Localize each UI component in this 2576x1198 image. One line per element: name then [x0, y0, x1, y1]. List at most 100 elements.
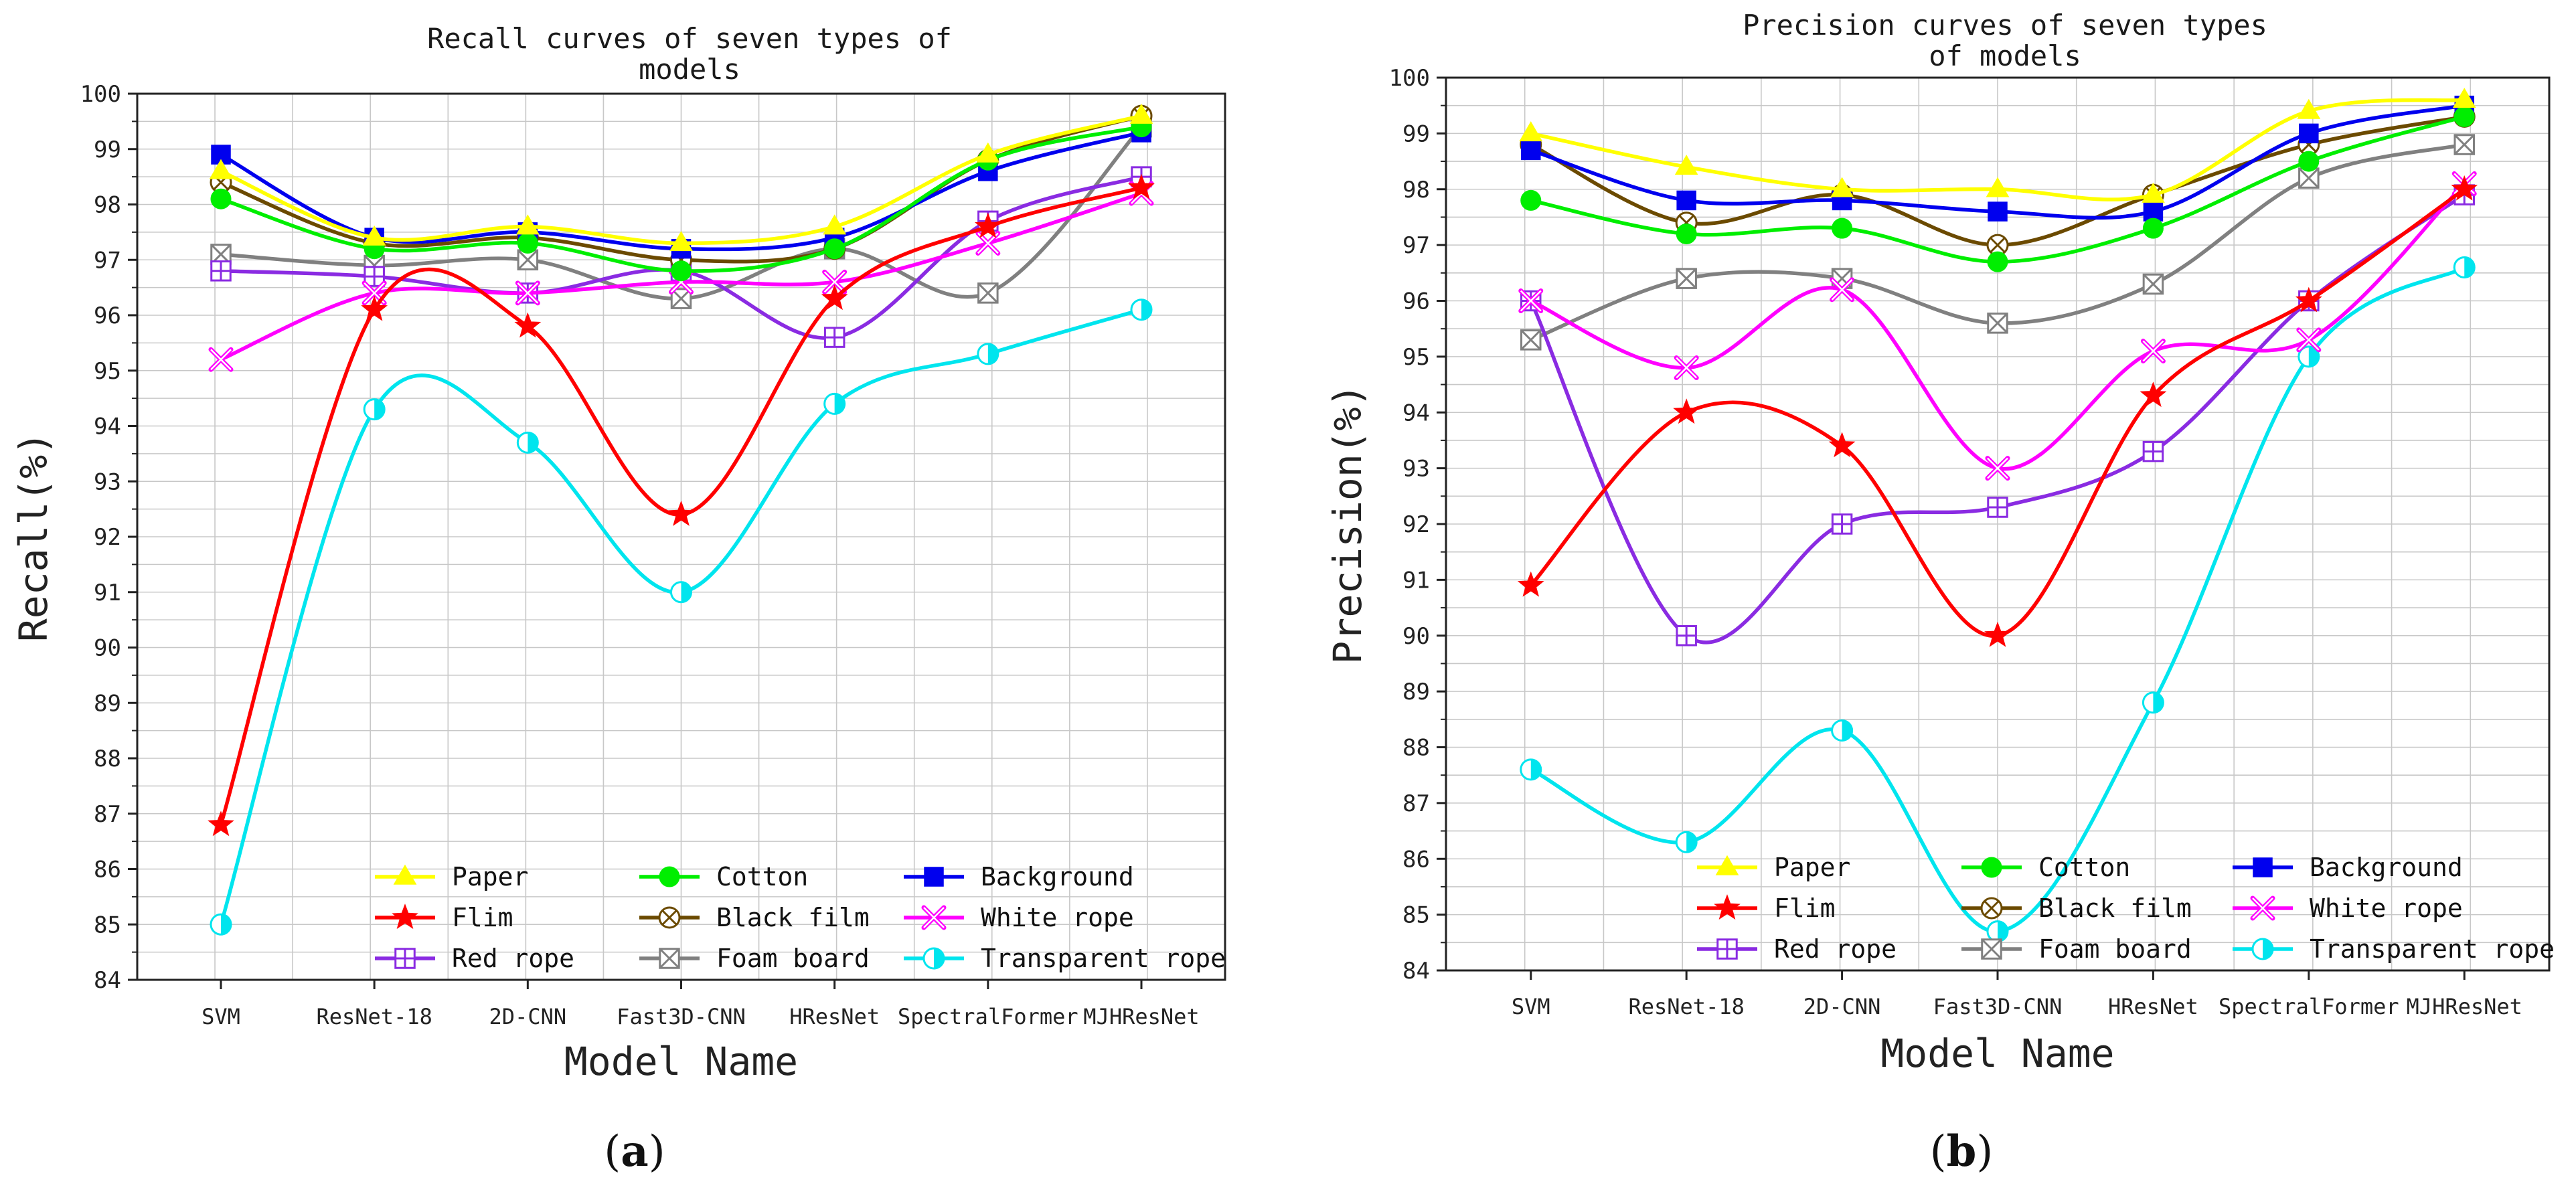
series-paper	[1519, 88, 2476, 203]
series-white-rope	[1518, 171, 2477, 481]
legend-item-foam-board: Foam board	[639, 944, 870, 973]
x-tick-label-hresnet: HResNet	[789, 1004, 880, 1029]
legend-item-paper: Paper	[1697, 853, 1850, 882]
y-tick-label: 85	[1402, 902, 1430, 929]
data-point-cotton-svm	[210, 188, 232, 209]
series-transparent-rope	[1520, 256, 2476, 943]
data-point-paper-svm	[1519, 121, 1543, 142]
legend-marker	[659, 866, 680, 887]
legend-label: Cotton	[716, 862, 808, 891]
y-tick-label: 92	[1402, 511, 1430, 538]
legend-label: Paper	[1774, 853, 1850, 882]
legend-item-flim: Flim	[375, 903, 513, 932]
grid	[137, 94, 1225, 980]
y-tick-label: 100	[80, 81, 121, 108]
y-tick-label: 90	[94, 635, 121, 662]
data-point-transparent-rope-spectralformer	[2298, 345, 2320, 368]
y-tick-label: 89	[1402, 679, 1430, 705]
y-tick-label: 97	[94, 247, 121, 274]
y-tick-label: 99	[1402, 120, 1430, 147]
data-point-paper-svm	[209, 159, 233, 179]
legend-marker	[2253, 857, 2273, 877]
data-point-cotton-hresnet	[824, 238, 846, 260]
series-flim	[1517, 175, 2478, 647]
legend-label: Transparent rope	[981, 944, 1226, 973]
legend-item-red-rope: Red rope	[375, 944, 574, 973]
legend-label: Paper	[452, 862, 528, 891]
y-tick-label: 91	[1402, 567, 1430, 594]
y-tick-label: 99	[94, 137, 121, 163]
data-point-cotton-fast3d-cnn	[671, 260, 692, 282]
data-point-transparent-rope-svm	[210, 913, 232, 936]
legend-marker	[1981, 938, 2002, 960]
data-point-red-rope-resnet-18	[1676, 625, 1697, 647]
data-point-cotton-2d-cnn	[1832, 218, 1853, 239]
x-tick-label-resnet-18: ResNet-18	[1628, 994, 1744, 1019]
data-point-paper-resnet-18	[362, 225, 386, 246]
data-point-transparent-rope-fast3d-cnn	[670, 581, 692, 604]
x-tick-label-spectralformer: SpectralFormer	[898, 1004, 1078, 1029]
y-tick-label: 84	[1402, 958, 1430, 985]
data-point-red-rope-svm	[210, 260, 232, 282]
legend-marker	[1714, 894, 1741, 920]
y-tick-label: 89	[94, 690, 121, 717]
series-white-rope	[208, 181, 1154, 372]
y-tick-label: 94	[1402, 400, 1430, 426]
legend-item-background: Background	[904, 862, 1134, 891]
data-point-flim-fast3d-cnn	[667, 500, 695, 526]
y-tick-label: 94	[94, 414, 121, 440]
y-tick-label: 96	[1402, 288, 1430, 315]
data-point-paper-hresnet	[2142, 182, 2165, 203]
legend-label: White rope	[2310, 893, 2463, 923]
legend-item-flim: Flim	[1697, 893, 1836, 923]
legend-item-cotton: Cotton	[639, 862, 808, 891]
y-tick-label: 84	[94, 967, 121, 994]
data-point-transparent-rope-fast3d-cnn	[1986, 920, 2009, 943]
data-point-flim-hresnet	[2140, 381, 2167, 408]
data-point-foam-board-mjhresnet	[2453, 134, 2475, 155]
data-point-background-svm	[1521, 140, 1541, 161]
panel-label-a: (a)	[604, 1126, 665, 1177]
legend-item-transparent-rope: Transparent rope	[2233, 934, 2555, 964]
series-group	[208, 103, 1155, 936]
data-point-cotton-fast3d-cnn	[1987, 251, 2008, 272]
y-tick-label: 86	[1402, 846, 1430, 873]
x-tick-label-resnet-18: ResNet-18	[316, 1004, 432, 1029]
series-cotton	[1520, 106, 2475, 272]
data-point-white-rope-svm	[1518, 288, 1544, 313]
y-tick-label: 95	[1402, 344, 1430, 371]
y-tick-label: 87	[1402, 790, 1430, 817]
data-point-flim-svm	[208, 810, 234, 837]
series-transparent-rope	[210, 298, 1153, 936]
legend-marker	[1716, 938, 1738, 960]
data-point-flim-spectralformer	[2295, 286, 2322, 313]
x-tick-label-fast3d-cnn: Fast3D-CNN	[1933, 994, 2063, 1019]
legend-marker	[921, 905, 947, 930]
y-tick-label: 98	[94, 192, 121, 219]
legend-label: Cotton	[2038, 853, 2130, 882]
data-point-foam-board-svm	[1520, 329, 1542, 351]
legend-marker	[2251, 938, 2274, 960]
y-tick-label: 98	[1402, 177, 1430, 203]
data-point-transparent-rope-svm	[1520, 758, 1542, 781]
data-point-transparent-rope-2d-cnn	[1831, 719, 1854, 742]
legend-item-foam-board: Foam board	[1961, 934, 2192, 964]
legend-marker	[392, 904, 418, 929]
x-axis-label: Model Name	[1880, 1031, 2114, 1076]
data-point-flim-2d-cnn	[1828, 432, 1856, 458]
legend-marker	[1980, 897, 2003, 920]
data-point-white-rope-spectralformer	[2296, 327, 2322, 353]
data-point-paper-fast3d-cnn	[1986, 177, 2010, 197]
y-tick-label: 93	[94, 468, 121, 495]
chart-title-line: Recall curves of seven types of	[427, 22, 952, 55]
data-point-paper-2d-cnn	[515, 214, 540, 235]
data-point-transparent-rope-mjhresnet	[2453, 256, 2476, 278]
legend-label: Red rope	[1774, 934, 1897, 964]
y-tick-label: 90	[1402, 623, 1430, 650]
data-point-cotton-svm	[1520, 189, 1542, 211]
y-axis-label: Precision(%)	[1325, 383, 1370, 664]
y-tick-label: 86	[94, 857, 121, 883]
legend-item-cotton: Cotton	[1961, 853, 2130, 882]
